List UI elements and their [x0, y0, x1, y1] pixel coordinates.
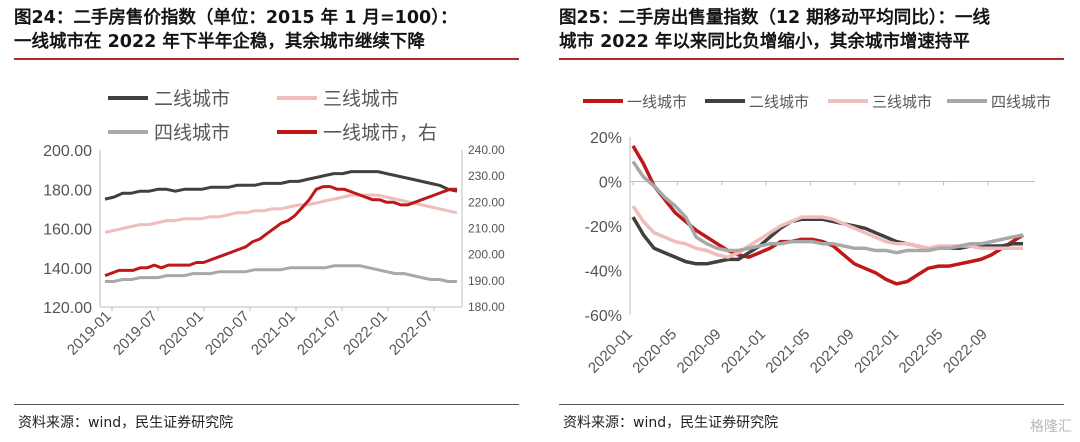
y-tick-label-left: 200.00	[43, 143, 92, 160]
watermark-logo: 格隆汇	[1030, 419, 1072, 435]
y-tick-label-right: 180.00	[468, 300, 505, 314]
x-tick-label: 2021-01	[718, 326, 769, 377]
source-note: 资料来源：wind，民生证券研究院	[563, 415, 779, 431]
y-tick-label-right: 240.00	[468, 143, 505, 157]
x-tick-label: 2022-05	[895, 326, 946, 377]
x-tick-label: 2022-01	[851, 326, 902, 377]
title-line-1: 图25：二手房出售量指数（12 期移动平均同比）：一线	[559, 8, 991, 28]
sales-volume-chart: -60%-40%-20%0%20%2020-012020-052020-0920…	[583, 93, 1051, 377]
x-tick-label: 2021-05	[762, 326, 813, 377]
source-divider	[559, 404, 1064, 405]
legend-label: 一线城市	[627, 93, 687, 111]
series-line	[631, 160, 1024, 255]
y-tick-label-right: 230.00	[468, 169, 505, 183]
x-tick-label: 2022-01	[340, 308, 391, 359]
y-tick-label-right: 220.00	[468, 195, 505, 209]
source-divider	[14, 404, 519, 405]
x-tick-label: 2021-01	[248, 308, 299, 359]
series-line	[104, 170, 458, 201]
series-line	[631, 216, 1023, 266]
x-tick-label: 2020-07	[202, 308, 253, 359]
chart-title: 图24：二手房售价指数（单位：2015 年 1 月=100）： 一线城市在 20…	[14, 6, 524, 54]
legend-label: 二线城市	[749, 93, 809, 111]
x-tick-label: 2021-09	[807, 326, 858, 377]
x-tick-label: 2021-07	[294, 308, 345, 359]
y-tick-label-left: 140.00	[43, 261, 92, 278]
price-index-chart: 120.00 140.00 160.00 180.00 200.00 180.00 190.…	[43, 88, 505, 359]
legend-label: 四线城市	[154, 122, 230, 144]
y-tick-label: 0%	[599, 175, 622, 192]
title-divider	[14, 58, 519, 60]
title-divider	[559, 58, 1064, 60]
series-line	[104, 185, 457, 278]
y-tick-label: -60%	[585, 308, 622, 325]
legend-label: 二线城市	[154, 88, 230, 110]
y-tick-label-left: 120.00	[43, 300, 92, 317]
series-line	[105, 264, 457, 283]
x-tick-label: 2022-07	[386, 308, 437, 359]
chart-panel-right: 图25：二手房出售量指数（12 期移动平均同比）：一线 城市 2022 年以来同…	[545, 0, 1080, 442]
x-tick-label: 2020-01	[585, 326, 636, 377]
legend-label: 四线城市	[991, 93, 1051, 111]
y-tick-label-right: 190.00	[468, 274, 505, 288]
legend-label: 一线城市，右	[323, 122, 437, 144]
series-line	[104, 193, 458, 234]
y-tick-label-left: 160.00	[43, 222, 92, 239]
y-tick-label: 20%	[590, 130, 622, 147]
source-note: 资料来源：wind，民生证券研究院	[18, 415, 234, 431]
legend-label: 三线城市	[872, 93, 932, 111]
y-tick-label: -20%	[585, 219, 622, 236]
chart-title: 图25：二手房出售量指数（12 期移动平均同比）：一线 城市 2022 年以来同…	[559, 6, 1069, 54]
y-tick-label: -40%	[585, 264, 622, 281]
y-tick-label-left: 180.00	[43, 182, 92, 199]
x-tick-label: 2020-05	[629, 326, 680, 377]
title-line-1: 图24：二手房售价指数（单位：2015 年 1 月=100）：	[14, 8, 458, 28]
legend-label: 三线城市	[323, 88, 399, 110]
y-tick-label-right: 210.00	[468, 222, 505, 236]
title-line-2: 城市 2022 年以来同比负增缩小，其余城市增速持平	[559, 32, 970, 52]
chart-panel-left: 图24：二手房售价指数（单位：2015 年 1 月=100）： 一线城市在 20…	[14, 6, 524, 431]
x-tick-label: 2020-09	[674, 326, 725, 377]
x-tick-label: 2019-07	[110, 308, 161, 359]
y-tick-label-right: 200.00	[468, 248, 505, 262]
x-tick-label: 2020-01	[156, 308, 207, 359]
title-line-2: 一线城市在 2022 年下半年企稳，其余城市继续下降	[14, 32, 425, 52]
x-tick-label: 2022-09	[940, 326, 991, 377]
